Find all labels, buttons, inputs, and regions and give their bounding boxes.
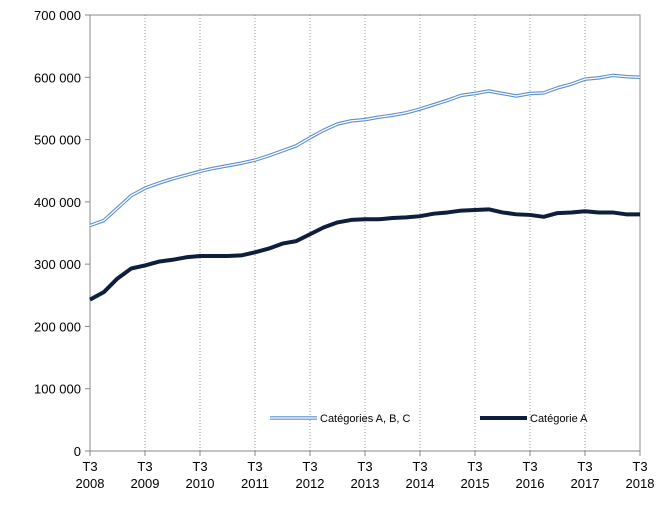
x-tick-label: 2012 <box>296 476 325 491</box>
x-tick-label: T3 <box>137 459 152 474</box>
x-tick-label: T3 <box>247 459 262 474</box>
y-tick-label: 700 000 <box>34 8 81 23</box>
x-tick-label: 2011 <box>241 476 269 491</box>
x-tick-label: 2018 <box>626 476 655 491</box>
x-tick-label: T3 <box>82 459 97 474</box>
plot-frame <box>89 14 641 452</box>
x-tick-label: 2017 <box>571 476 600 491</box>
x-tick-label: 2015 <box>461 476 490 491</box>
y-tick-label: 200 000 <box>34 319 81 334</box>
x-tick-label: T3 <box>412 459 427 474</box>
x-tick-label: T3 <box>467 459 482 474</box>
y-tick-label: 500 000 <box>34 133 81 148</box>
series-line <box>89 207 640 302</box>
legend-label: Catégories A, B, C <box>320 413 411 425</box>
x-tick-label: T3 <box>192 459 207 474</box>
y-tick-label: 100 000 <box>34 382 81 397</box>
x-tick-label: T3 <box>302 459 317 474</box>
x-tick-label: 2009 <box>131 476 160 491</box>
x-tick-label: 2010 <box>186 476 215 491</box>
x-tick-label: 2008 <box>76 476 105 491</box>
x-tick-label: T3 <box>522 459 537 474</box>
x-tick-label: T3 <box>357 459 372 474</box>
y-tick-label: 0 <box>74 444 81 459</box>
y-tick-label: 600 000 <box>34 70 81 85</box>
y-tick-label: 300 000 <box>34 257 81 272</box>
legend-label: Catégorie A <box>530 413 588 425</box>
x-tick-label: T3 <box>632 459 647 474</box>
x-tick-label: 2014 <box>406 476 435 491</box>
x-tick-label: 2013 <box>351 476 380 491</box>
y-tick-label: 400 000 <box>34 195 81 210</box>
series-line-center <box>89 74 641 227</box>
x-tick-label: T3 <box>577 459 592 474</box>
x-tick-label: 2016 <box>516 476 545 491</box>
